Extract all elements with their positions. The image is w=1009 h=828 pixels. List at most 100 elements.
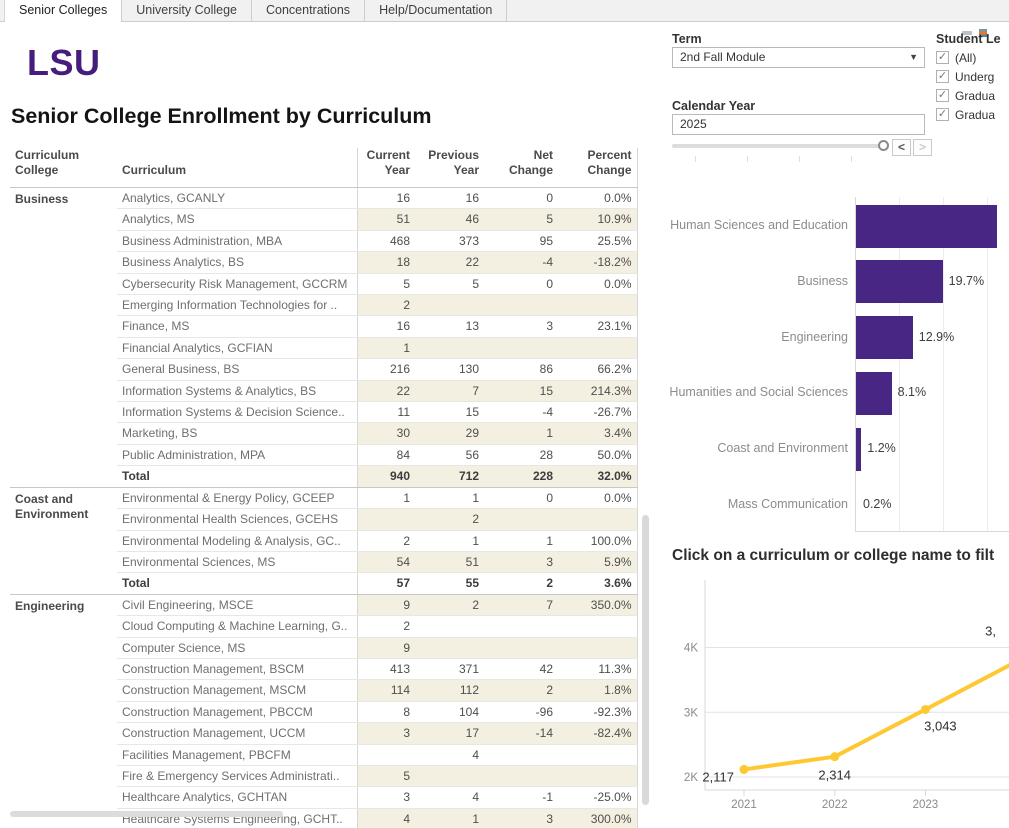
value-cell — [415, 765, 484, 788]
tableau-logo-icon[interactable] — [979, 29, 987, 37]
bar-humanities-and-social-sciences[interactable] — [856, 371, 892, 415]
tab-university-college[interactable]: University College — [122, 0, 252, 21]
curriculum-cell[interactable]: Cloud Computing & Machine Learning, G.. — [117, 615, 358, 638]
curriculum-cell[interactable]: Facilities Management, PBCFM — [117, 744, 358, 766]
bar-human-sciences-and-education[interactable] — [856, 204, 997, 248]
checkbox-icon[interactable]: ✓ — [936, 89, 949, 102]
value-cell: 5 — [357, 273, 415, 296]
curriculum-cell[interactable]: Construction Management, MSCM — [117, 679, 358, 702]
tab-concentrations[interactable]: Concentrations — [252, 0, 366, 21]
x-axis-tick-label: 2023 — [913, 799, 939, 811]
curriculum-cell[interactable]: Public Administration, MPA — [117, 444, 358, 467]
table-row: Total 940 712 228 32.0% — [10, 465, 637, 488]
year-slider-track[interactable] — [672, 144, 884, 148]
tab-senior-colleges[interactable]: Senior Colleges — [5, 0, 123, 22]
college-cell-business[interactable]: Business — [10, 187, 117, 488]
term-dropdown-value: 2nd Fall Module — [680, 50, 766, 64]
line-data-label: 2,117 — [702, 769, 734, 784]
curriculum-cell[interactable]: Fire & Emergency Services Administrati.. — [117, 765, 358, 788]
value-cell: 2 — [484, 572, 558, 595]
tabs: Senior Colleges University College Concent… — [5, 0, 508, 22]
table-vertical-scrollbar[interactable] — [642, 515, 649, 805]
curriculum-cell[interactable]: Cybersecurity Risk Management, GCCRM — [117, 273, 358, 296]
value-cell: 100.0% — [558, 530, 637, 552]
student-level-option-gradua[interactable]: ✓ Gradua — [936, 105, 1009, 124]
bar-category-label-humanities-and-social-sciences[interactable]: Humanities and Social Sciences — [669, 385, 848, 400]
curriculum-cell[interactable]: Information Systems & Analytics, BS — [117, 380, 358, 403]
bar-category-label-human-sciences-and-education[interactable]: Human Sciences and Education — [670, 218, 848, 232]
curriculum-cell[interactable]: Construction Management, UCCM — [117, 722, 358, 745]
value-cell: 940 — [357, 465, 415, 488]
curriculum-cell[interactable]: Environmental Sciences, MS — [117, 551, 358, 574]
line-data-point[interactable] — [920, 704, 930, 714]
line-data-point[interactable] — [830, 752, 840, 762]
enrollment-trend-line-chart: 2K 3K 4K 2021 2022 2023 2,117 2,314 3,043 3, — [684, 580, 1009, 811]
student-level-option-underg[interactable]: ✓ Underg — [936, 67, 1009, 86]
calendar-year-input[interactable]: 2025 — [672, 114, 925, 135]
curriculum-cell[interactable]: Civil Engineering, MSCE — [117, 594, 358, 617]
curriculum-cell[interactable]: Marketing, BS — [117, 422, 358, 445]
checkbox-icon[interactable]: ✓ — [936, 108, 949, 121]
value-cell: -18.2% — [558, 251, 637, 274]
bar-value-label: 1.2% — [867, 441, 896, 456]
checkbox-icon[interactable]: ✓ — [936, 70, 949, 83]
curriculum-cell[interactable]: Business Administration, MBA — [117, 230, 358, 253]
table-horizontal-scrollbar[interactable] — [10, 811, 283, 817]
curriculum-cell[interactable]: Construction Management, PBCCM — [117, 701, 358, 724]
slider-prev-button[interactable]: < — [892, 139, 911, 156]
curriculum-cell[interactable]: Emerging Information Technologies for .. — [117, 294, 358, 317]
bar-category-label-engineering[interactable]: Engineering — [781, 329, 848, 344]
curriculum-cell[interactable]: Analytics, MS — [117, 208, 358, 231]
curriculum-cell[interactable]: Finance, MS — [117, 315, 358, 338]
slider-next-button[interactable]: > — [913, 139, 932, 156]
college-cell-coast-and-environment[interactable]: Coast and Environment — [10, 487, 117, 595]
checkbox-label: Gradua — [955, 107, 996, 122]
table-header-row: Curriculum College Curriculum Current Ye… — [10, 148, 637, 188]
bar-category-label-mass-communication[interactable]: Mass Communication — [727, 497, 848, 511]
line-data-point[interactable] — [739, 764, 749, 774]
table-row: Emerging Information Technologies for ..… — [10, 294, 637, 317]
value-cell: 5 — [484, 208, 558, 231]
curriculum-cell[interactable]: General Business, BS — [117, 358, 358, 381]
value-cell: 4 — [357, 808, 415, 828]
curriculum-cell[interactable]: Analytics, GCANLY — [117, 187, 358, 210]
college-cell-engineering[interactable]: Engineering — [10, 594, 117, 828]
curriculum-cell[interactable]: Total — [117, 572, 358, 595]
value-cell: 7 — [484, 594, 558, 617]
value-cell: -14 — [484, 722, 558, 745]
student-level-option-gradua[interactable]: ✓ Gradua — [936, 86, 1009, 105]
value-cell — [558, 337, 637, 360]
term-dropdown[interactable]: 2nd Fall Module ▼ — [672, 47, 925, 68]
curriculum-cell[interactable]: Construction Management, BSCM — [117, 658, 358, 681]
bar-engineering[interactable] — [856, 316, 913, 360]
table-row: Construction Management, MSCM 114 112 2 1.8% — [10, 679, 637, 702]
curriculum-cell[interactable]: Environmental Modeling & Analysis, GC.. — [117, 530, 358, 552]
curriculum-cell[interactable]: Computer Science, MS — [117, 637, 358, 659]
curriculum-cell[interactable]: Environmental & Energy Policy, GCEEP — [117, 487, 358, 510]
tab-help-documentation[interactable]: Help/Documentation — [365, 0, 508, 21]
value-cell — [484, 637, 558, 659]
bar-category-label-coast-and-environment[interactable]: Coast and Environment — [717, 441, 848, 456]
bar-coast-and-environment[interactable] — [856, 427, 862, 471]
enrollment-line-series[interactable] — [742, 662, 1009, 772]
checkbox-icon[interactable]: ✓ — [936, 51, 949, 64]
student-level-option-all[interactable]: ✓ (All) — [936, 48, 1009, 67]
slider-tick — [747, 156, 748, 162]
value-cell — [357, 508, 415, 531]
curriculum-cell[interactable]: Total — [117, 465, 358, 488]
bar-category-label-business[interactable]: Business — [797, 273, 848, 288]
curriculum-cell[interactable]: Information Systems & Decision Science.. — [117, 401, 358, 424]
curriculum-cell[interactable]: Financial Analytics, GCFIAN — [117, 337, 358, 360]
value-cell: -26.7% — [558, 401, 637, 424]
value-cell: 8 — [357, 701, 415, 724]
bar-business[interactable] — [856, 260, 943, 304]
year-slider-handle[interactable] — [878, 140, 889, 151]
curriculum-cell[interactable]: Environmental Health Sciences, GCEHS — [117, 508, 358, 531]
curriculum-cell[interactable]: Healthcare Analytics, GCHTAN — [117, 786, 358, 809]
value-cell: 114 — [357, 679, 415, 702]
value-cell: 0 — [484, 273, 558, 296]
curriculum-cell[interactable]: Business Analytics, BS — [117, 251, 358, 274]
value-cell: 7 — [415, 380, 484, 403]
bar-value-label: 8.1% — [897, 385, 927, 400]
toolbar-dash-icon[interactable] — [962, 31, 972, 35]
